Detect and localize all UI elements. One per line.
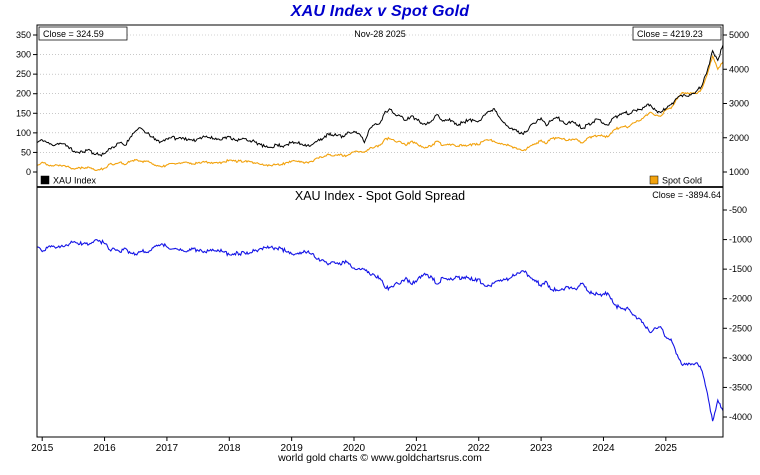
left-axis-label: 150 bbox=[16, 108, 31, 118]
year-label: 2019 bbox=[281, 443, 304, 454]
spread-axis-label: -4000 bbox=[729, 412, 752, 422]
year-label: 2025 bbox=[655, 443, 678, 454]
right-axis-label: 2000 bbox=[729, 133, 749, 143]
spread-axis-label: -500 bbox=[729, 205, 747, 215]
left-axis-label: 50 bbox=[21, 147, 31, 157]
year-label: 2024 bbox=[592, 443, 615, 454]
year-label: 2023 bbox=[530, 443, 553, 454]
chart-title: XAU Index v Spot Gold bbox=[290, 3, 470, 20]
left-axis-label: 350 bbox=[16, 30, 31, 40]
close-left-label: Close = 324.59 bbox=[43, 29, 104, 39]
left-axis-label: 300 bbox=[16, 50, 31, 60]
left-axis-label: 250 bbox=[16, 69, 31, 79]
gold-legend-swatch bbox=[649, 175, 659, 185]
gold-legend-label: Spot Gold bbox=[662, 176, 702, 186]
xau-legend-label: XAU Index bbox=[53, 176, 97, 186]
close-left-box bbox=[38, 26, 128, 41]
right-axis-label: 1000 bbox=[729, 167, 749, 177]
spread-axis-label: -3500 bbox=[729, 382, 752, 392]
left-axis-label: 0 bbox=[26, 167, 31, 177]
spread-axis-label: -1000 bbox=[729, 235, 752, 245]
right-axis-label: 3000 bbox=[729, 99, 749, 109]
year-label: 2021 bbox=[405, 443, 428, 454]
close-right-box bbox=[632, 26, 722, 41]
spread-panel-title: XAU Index - Spot Gold Spread bbox=[295, 189, 465, 203]
right-axis-label: 4000 bbox=[729, 64, 749, 74]
xau-legend-swatch bbox=[40, 175, 50, 185]
year-label: 2017 bbox=[156, 443, 179, 454]
left-axis-label: 100 bbox=[16, 128, 31, 138]
year-label: 2018 bbox=[218, 443, 241, 454]
spread-line bbox=[36, 239, 724, 422]
year-label: 2022 bbox=[468, 443, 491, 454]
date-label: Nov-28 2025 bbox=[354, 29, 406, 39]
year-label: 2015 bbox=[31, 443, 54, 454]
close-right-label: Close = 4219.23 bbox=[637, 29, 703, 39]
spot-gold-line bbox=[36, 54, 724, 171]
spread-axis-label: -2500 bbox=[729, 323, 752, 333]
year-label: 2020 bbox=[343, 443, 366, 454]
spread-close-label: Close = -3894.64 bbox=[652, 190, 721, 200]
footer-credit: world gold charts © www.goldchartsrus.co… bbox=[278, 452, 482, 464]
spread-axis-label: -2000 bbox=[729, 294, 752, 304]
left-axis-label: 200 bbox=[16, 89, 31, 99]
year-label: 2016 bbox=[93, 443, 116, 454]
plot-frame bbox=[36, 24, 724, 438]
right-axis-label: 5000 bbox=[729, 30, 749, 40]
spread-axis-label: -3000 bbox=[729, 353, 752, 363]
spread-axis-label: -1500 bbox=[729, 264, 752, 274]
xau-index-line bbox=[36, 44, 724, 157]
